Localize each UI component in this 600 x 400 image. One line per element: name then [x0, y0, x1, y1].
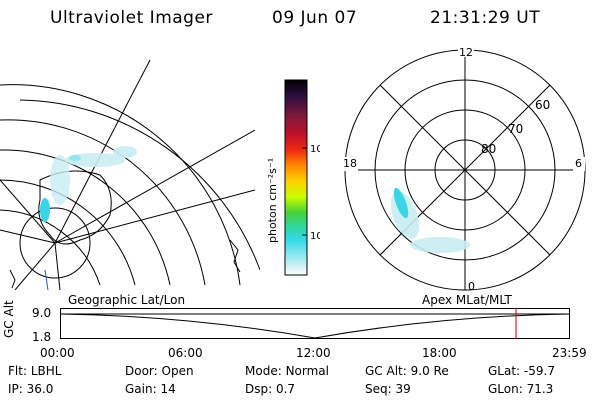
aurora-emission	[40, 146, 137, 222]
timeline-ytick: 9.0	[32, 306, 52, 320]
lat-label: 60	[535, 98, 550, 112]
timeline-frame	[60, 308, 570, 339]
timeline-axis-label: GC Alt	[2, 300, 16, 338]
lat-arc	[0, 84, 241, 286]
colorbar-scale	[284, 79, 308, 276]
colorbar-tick: 100	[310, 144, 320, 155]
info-dsp: Dsp: 0.7	[245, 382, 296, 396]
app-title: Ultraviolet Imager	[50, 8, 213, 28]
date-label: 09 Jun 07	[272, 8, 358, 28]
info-glon: GLon: 71.3	[488, 382, 554, 396]
lat-arc	[0, 209, 101, 286]
meridian	[0, 229, 56, 244]
colorbar-tick: 10	[310, 231, 320, 242]
hour-label-left: 18	[343, 157, 357, 170]
lat-circle	[19, 207, 91, 279]
info-gain: Gain: 14	[125, 382, 176, 396]
timeline-xtick: 12:00	[296, 346, 331, 360]
meridian	[54, 189, 256, 244]
lat-arc	[19, 99, 260, 271]
timeline-xtick: 06:00	[168, 346, 203, 360]
polar-plot: 12 18 6 0 60 70 80	[342, 45, 586, 293]
hour-label-top: 12	[459, 46, 473, 59]
meridian	[54, 242, 61, 290]
lat-arc	[0, 119, 206, 286]
altitude-curve	[60, 313, 571, 339]
info-glat: GLat: -59.7	[488, 364, 555, 378]
timeline-left-title: Geographic Lat/Lon	[68, 293, 186, 307]
info-ip: IP: 36.0	[8, 382, 54, 396]
colorbar-label: photon cm⁻²s⁻¹	[266, 158, 279, 243]
lat-arc	[0, 149, 171, 286]
lat-label: 70	[508, 122, 523, 136]
timeline-ytick: 1.8	[32, 330, 52, 344]
lat-label: 80	[481, 142, 496, 156]
coastline	[9, 269, 16, 289]
timeline-xtick: 18:00	[422, 346, 457, 360]
info-flt: Flt: LBHL	[8, 364, 62, 378]
meridian	[0, 179, 56, 244]
lat-arc	[0, 179, 136, 286]
timeline-plot	[60, 308, 571, 339]
info-seq: Seq: 39	[365, 382, 411, 396]
hour-label-bottom: 0	[468, 280, 475, 293]
aurora-emission	[390, 187, 470, 253]
info-gc-alt: GC Alt: 9.0 Re	[365, 364, 449, 378]
timeline-xtick: 23:59	[552, 346, 587, 360]
meridian	[14, 242, 56, 290]
satellite-track	[44, 269, 49, 290]
geographic-map	[0, 59, 260, 290]
meridian	[54, 59, 151, 244]
coastline	[229, 239, 241, 273]
hour-label-right: 6	[575, 157, 582, 170]
info-mode: Mode: Normal	[245, 364, 329, 378]
info-door: Door: Open	[125, 364, 194, 378]
meridian	[54, 129, 256, 244]
timeline-xtick: 00:00	[40, 346, 75, 360]
colorbar: 100 10 photon cm⁻²s⁻¹	[266, 79, 320, 276]
time-label: 21:31:29 UT	[430, 8, 541, 28]
coastline	[38, 170, 112, 245]
timeline-right-title: Apex MLat/MLT	[422, 293, 512, 307]
